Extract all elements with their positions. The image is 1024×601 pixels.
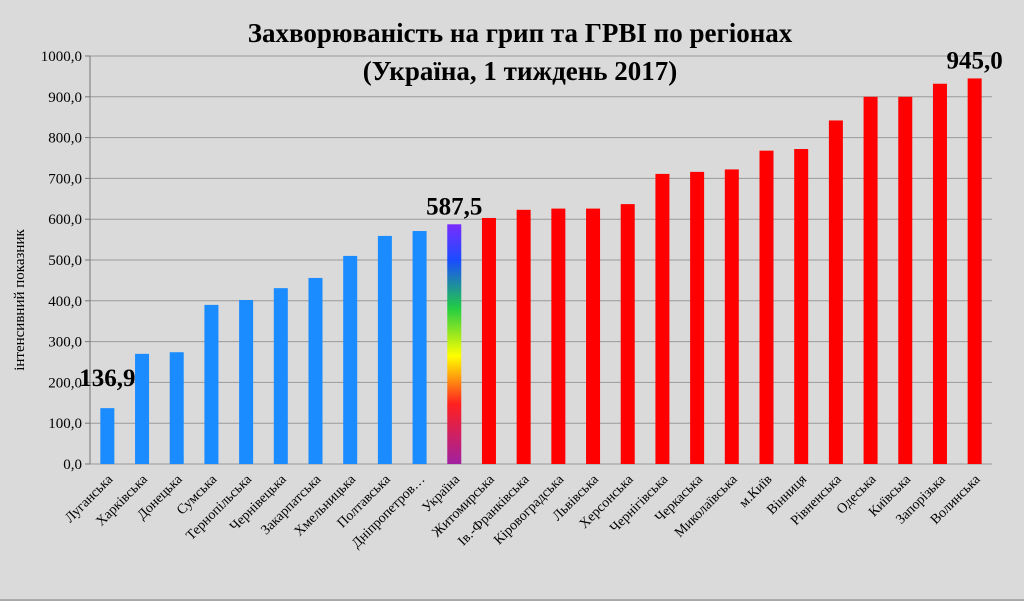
y-tick-label: 500,0: [48, 253, 82, 269]
bar: [967, 78, 982, 464]
data-label: 587,5: [426, 193, 482, 220]
bar: [794, 149, 809, 465]
y-tick-label: 0,0: [63, 457, 82, 473]
y-tick-label: 300,0: [48, 335, 82, 351]
chart-subtitle: (Україна, 1 тиждень 2017): [363, 56, 678, 86]
y-axis-label: інтенсивний показник: [12, 229, 28, 371]
y-tick-label: 100,0: [48, 416, 82, 432]
bar: [343, 255, 358, 464]
bar: [135, 353, 150, 464]
bar: [586, 208, 601, 464]
bar: [169, 352, 184, 464]
bar: [204, 304, 219, 464]
y-tick-label: 400,0: [48, 294, 82, 310]
bar: [898, 96, 913, 465]
chart-title: Захворюваність на грип та ГРВІ по регіон…: [248, 18, 793, 48]
y-tick-label: 700,0: [48, 171, 82, 187]
bar: [620, 204, 635, 464]
bar: [724, 169, 739, 464]
bar: [100, 408, 115, 464]
bar: [481, 217, 496, 464]
bar: [412, 231, 427, 464]
bar: [690, 171, 705, 464]
bar: [551, 208, 566, 464]
bar: [655, 173, 670, 465]
y-tick-label: 200,0: [48, 375, 82, 391]
bar: [932, 83, 947, 464]
data-label: 136,9: [79, 365, 135, 392]
y-tick-label: 900,0: [48, 90, 82, 106]
bar: [447, 224, 462, 464]
bar: [377, 235, 392, 464]
bar: [239, 299, 254, 464]
bar: [828, 120, 843, 465]
bar: [516, 209, 531, 464]
bar: [308, 277, 323, 464]
bar: [863, 96, 878, 465]
y-tick-label: 800,0: [48, 131, 82, 147]
bar: [273, 288, 288, 464]
data-label: 945,0: [947, 47, 1003, 74]
y-tick-label: 600,0: [48, 212, 82, 228]
y-tick-label: 1000,0: [41, 49, 82, 65]
bar: [759, 150, 774, 464]
